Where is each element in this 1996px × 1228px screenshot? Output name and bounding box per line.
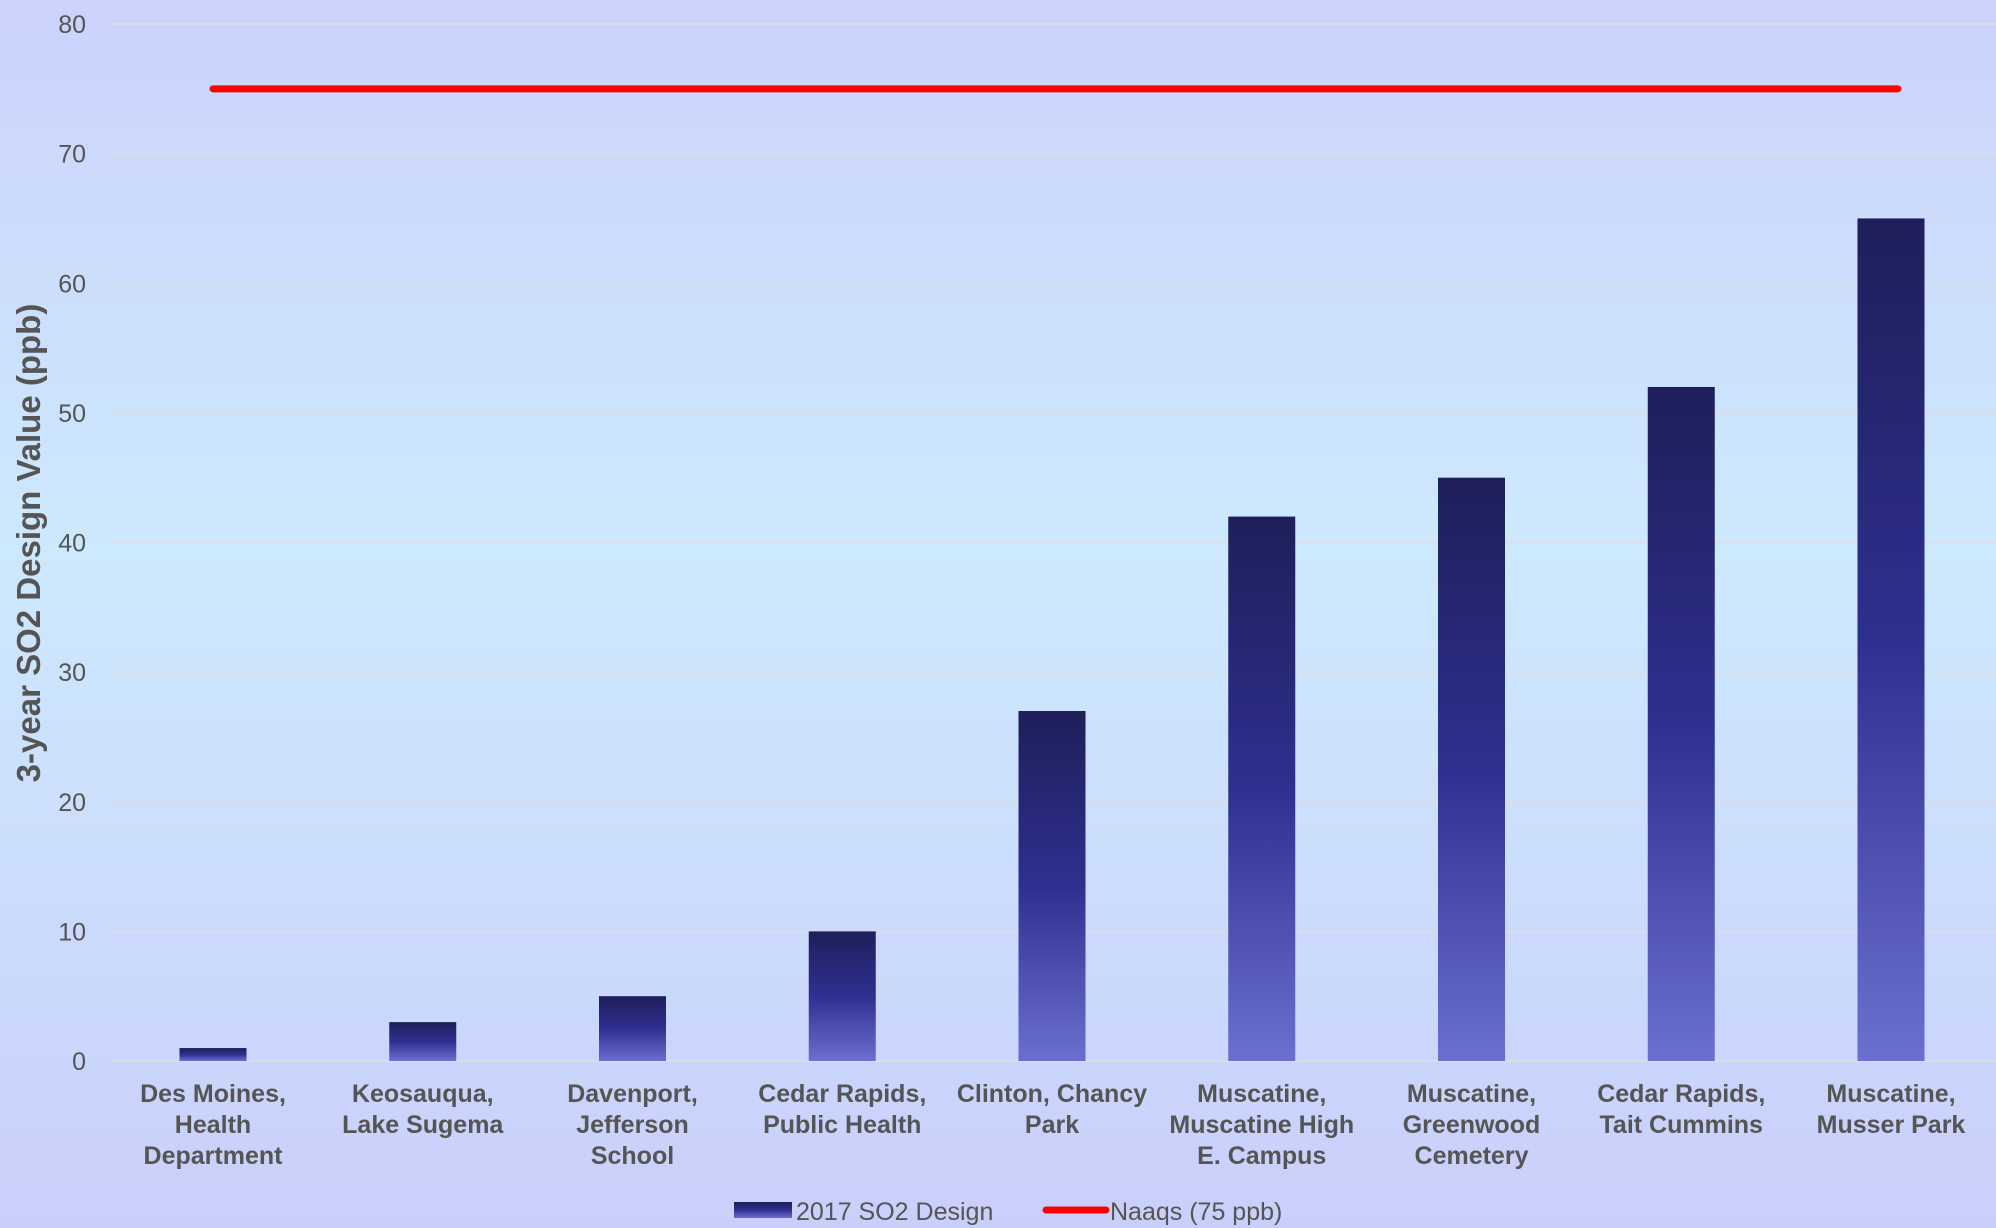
x-tick-label: Muscatine, Musser Park bbox=[1817, 1080, 1966, 1139]
bar bbox=[1228, 516, 1296, 1061]
y-tick-label: 30 bbox=[58, 659, 86, 687]
x-tick-label: Clinton, Chancy Park bbox=[957, 1080, 1147, 1139]
y-tick-label: 70 bbox=[58, 141, 86, 169]
y-tick-label: 80 bbox=[58, 11, 86, 39]
gridlines bbox=[112, 23, 1996, 1062]
bar bbox=[389, 1022, 457, 1061]
x-tick-label: Muscatine, Greenwood Cemetery bbox=[1403, 1080, 1541, 1170]
x-axis-categories: Des Moines, Health Department Keosauqua, Lak… bbox=[140, 1080, 1965, 1170]
x-tick-label: Cedar Rapids, Tait Cummins bbox=[1597, 1080, 1765, 1139]
y-axis-label: 3-year SO2 Design Value (ppb) bbox=[10, 304, 47, 783]
x-tick-label: Keosauqua, Lake Sugema bbox=[342, 1080, 504, 1139]
y-tick-label: 20 bbox=[58, 789, 86, 817]
bar bbox=[1438, 477, 1505, 1061]
legend-label-bars: 2017 SO2 Design bbox=[796, 1198, 993, 1226]
y-tick-label: 50 bbox=[58, 400, 86, 428]
y-tick-label: 60 bbox=[58, 270, 86, 298]
x-tick-label: Davenport, Jefferson School bbox=[567, 1080, 698, 1170]
bar bbox=[1857, 218, 1925, 1061]
bar bbox=[1018, 711, 1086, 1061]
y-tick-label: 40 bbox=[58, 530, 86, 558]
bars bbox=[179, 218, 1925, 1061]
x-tick-label: Des Moines, Health Department bbox=[140, 1080, 286, 1170]
legend-label-line: Naaqs (75 ppb) bbox=[1110, 1198, 1282, 1226]
y-tick-label: 10 bbox=[58, 918, 86, 946]
legend-swatch-bars bbox=[734, 1202, 792, 1218]
bar bbox=[1647, 386, 1715, 1061]
bar bbox=[179, 1048, 247, 1061]
x-tick-label: Muscatine, Muscatine High E. Campus bbox=[1169, 1080, 1354, 1170]
y-tick-label: 0 bbox=[72, 1048, 86, 1076]
bar bbox=[808, 931, 876, 1061]
legend: 2017 SO2 Design Naaqs (75 ppb) bbox=[734, 1198, 1282, 1226]
bar bbox=[599, 996, 666, 1061]
x-tick-label: Cedar Rapids, Public Health bbox=[758, 1080, 926, 1139]
y-axis-ticks: 0 10 20 30 40 50 60 70 80 bbox=[58, 11, 86, 1076]
